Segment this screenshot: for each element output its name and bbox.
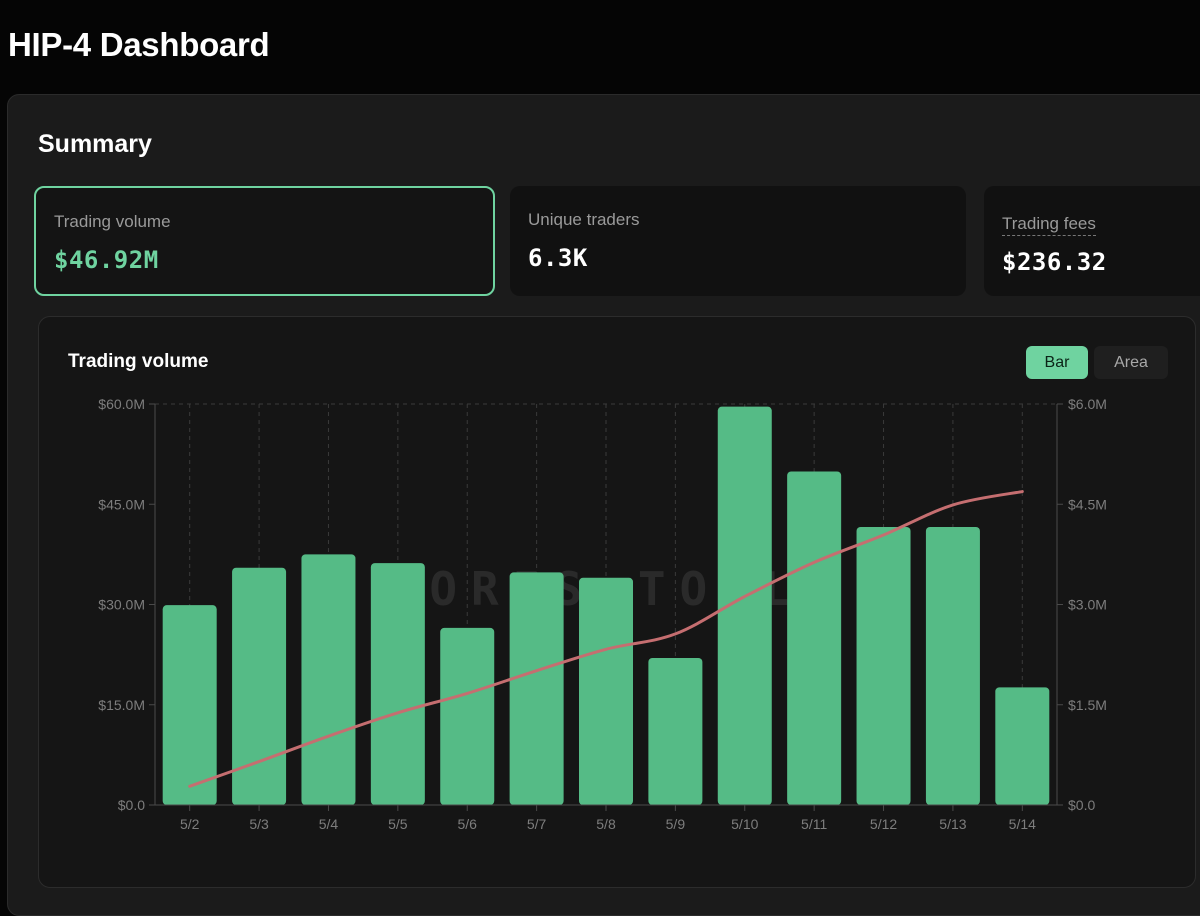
x-tick-label: 5/3: [249, 816, 269, 832]
stat-label[interactable]: Trading fees: [1002, 214, 1096, 236]
chart-title: Trading volume: [68, 351, 209, 372]
bar-5/5: [370, 563, 425, 805]
y-right-tick-label: $3.0M: [1068, 597, 1107, 613]
bar-5/7: [509, 572, 564, 805]
y-left-tick-label: $45.0M: [98, 496, 145, 512]
bar-5/3: [232, 567, 287, 805]
stat-value: $46.92M: [54, 246, 159, 274]
stat-card-unique-traders[interactable]: Unique traders 6.3K: [510, 186, 966, 296]
x-tick-label: 5/2: [180, 816, 200, 832]
y-left-tick-label: $15.0M: [98, 697, 145, 713]
y-right-tick-label: $4.5M: [1068, 496, 1107, 512]
bar-5/8: [579, 577, 633, 805]
bar-5/4: [301, 554, 356, 805]
y-left-tick-label: $30.0M: [98, 597, 145, 613]
page-title: HIP-4 Dashboard: [8, 26, 270, 63]
x-tick-label: 5/11: [801, 816, 827, 832]
y-left-tick-label: $0.0: [118, 797, 145, 813]
stat-value: $236.32: [1002, 248, 1107, 276]
bar-toggle-button[interactable]: Bar: [1026, 346, 1088, 379]
x-tick-label: 5/13: [939, 816, 966, 832]
bar-5/13: [925, 526, 980, 805]
cumulative-line: [188, 490, 1024, 788]
y-right-tick-label: $6.0M: [1068, 396, 1107, 412]
chart-axes: $0.0 $15.0M $30.0M $45.0M $60.0M $0.0 $1.5M $3.…: [98, 396, 1107, 832]
bar-5/11: [787, 471, 842, 805]
x-tick-label: 5/9: [666, 816, 686, 832]
y-left-tick-label: $60.0M: [98, 396, 145, 412]
bar-5/10: [717, 406, 772, 805]
stat-card-trading-fees[interactable]: Trading fees $236.32: [984, 186, 1200, 296]
x-tick-label: 5/7: [527, 816, 547, 832]
x-tick-label: 5/4: [319, 816, 339, 832]
bar-5/6: [440, 627, 495, 805]
y-right-tick-label: $0.0: [1068, 797, 1095, 813]
x-tick-label: 5/8: [596, 816, 616, 832]
x-tick-label: 5/5: [388, 816, 408, 832]
x-tick-label: 5/14: [1009, 816, 1036, 832]
trading-volume-chart: LORIS.TOOLS $0.0$15.0M$30.0M$45.0M$60.0M…: [98, 396, 1107, 832]
stat-label: Unique traders: [528, 210, 640, 229]
bar-5/12: [856, 526, 911, 805]
x-tick-label: 5/6: [457, 816, 477, 832]
bar-5/14: [995, 687, 1050, 805]
x-tick-label: 5/10: [731, 816, 758, 832]
stat-value: 6.3K: [528, 244, 588, 272]
stat-label: Trading volume: [54, 212, 171, 231]
area-toggle-button[interactable]: Area: [1094, 346, 1168, 379]
bar-5/2: [162, 605, 217, 805]
bar-series: [162, 406, 1050, 805]
summary-title: Summary: [38, 130, 152, 158]
bar-5/9: [648, 657, 703, 805]
stat-card-trading-volume[interactable]: Trading volume $46.92M: [34, 186, 495, 296]
line-series: [188, 490, 1024, 788]
x-tick-label: 5/12: [870, 816, 897, 832]
y-right-tick-label: $1.5M: [1068, 697, 1107, 713]
